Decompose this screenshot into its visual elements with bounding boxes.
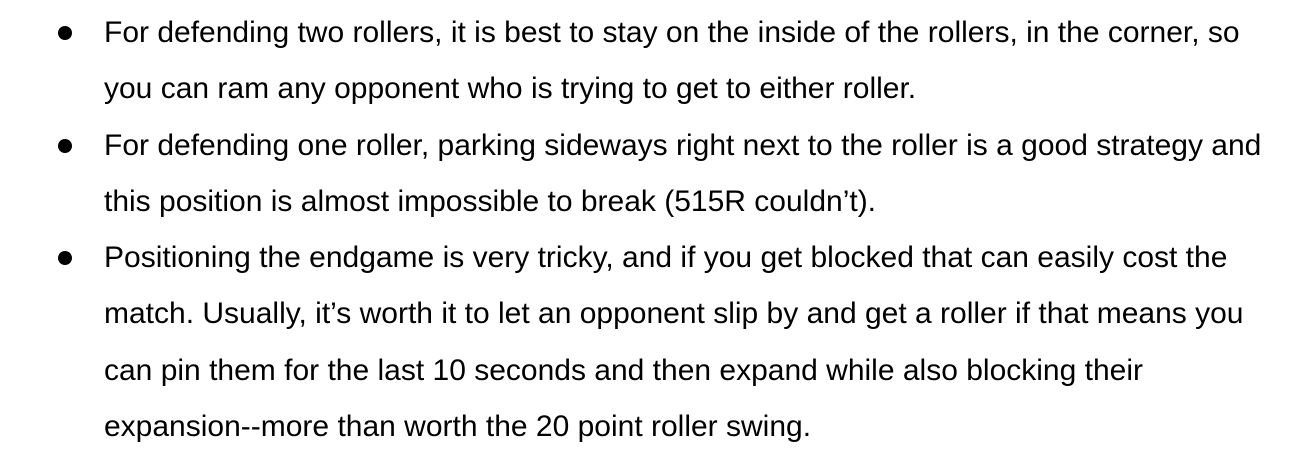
bullet-list: For defending two rollers, it is best to…: [0, 5, 1310, 455]
bullet-dot-icon: [58, 251, 72, 266]
bullet-dot-icon: [58, 138, 72, 153]
list-item: Positioning the endgame is very tricky, …: [0, 230, 1310, 455]
bullet-text: Positioning the endgame is very tricky, …: [104, 241, 1244, 444]
list-item: For defending one roller, parking sidewa…: [0, 118, 1310, 231]
bullet-dot-icon: [58, 26, 72, 40]
bullet-text: For defending two rollers, it is best to…: [104, 16, 1240, 106]
list-item: For defending two rollers, it is best to…: [0, 5, 1310, 118]
bullet-text: For defending one roller, parking sidewa…: [104, 128, 1262, 218]
